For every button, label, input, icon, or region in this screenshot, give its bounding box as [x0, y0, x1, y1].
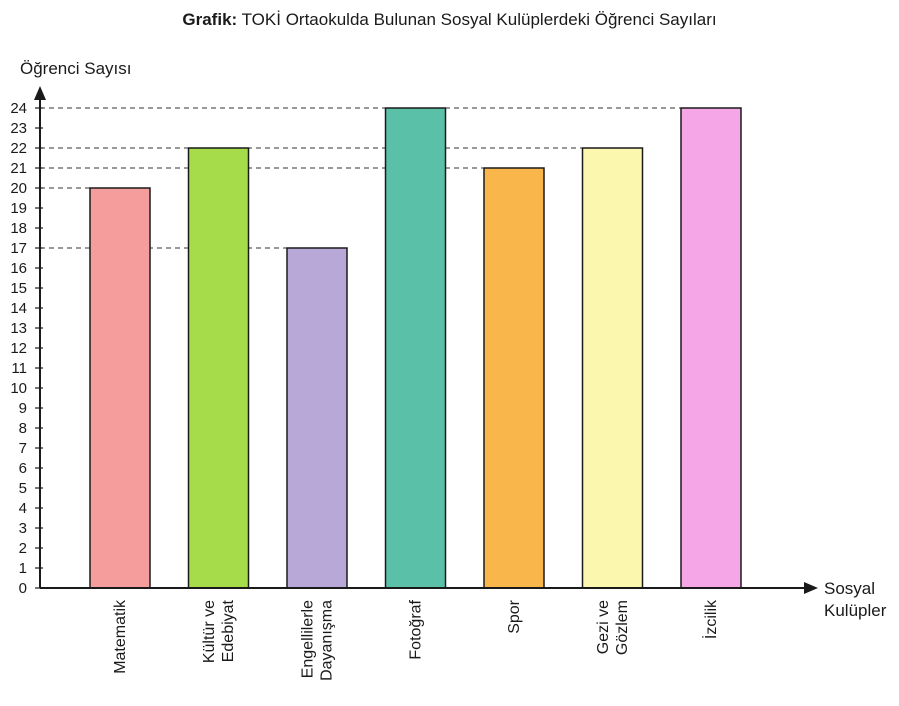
y-tick-label: 1: [19, 560, 27, 577]
y-tick-label: 21: [10, 160, 27, 177]
y-tick-label: 18: [10, 220, 27, 237]
chart-title: Grafik: TOKİ Ortaokulda Bulunan Sosyal K…: [0, 10, 899, 30]
x-axis-label: Sosyal: [824, 579, 875, 598]
category-label-line: Spor: [506, 599, 523, 633]
category-label-line: Fotoğraf: [408, 599, 425, 659]
bar: [483, 167, 545, 589]
category-label: Matematik: [112, 599, 129, 674]
y-tick-label: 11: [11, 360, 27, 377]
category-label-line: Kültür ve: [201, 600, 218, 663]
y-tick-label: 2: [19, 540, 27, 557]
y-tick-label: 24: [10, 100, 27, 117]
y-tick-label: 9: [19, 400, 27, 417]
bar: [680, 107, 742, 589]
category-label-line: Edebiyat: [220, 599, 237, 662]
y-tick-label: 4: [19, 500, 27, 517]
y-tick-label: 0: [19, 580, 27, 597]
chart-title-prefix: Grafik:: [182, 10, 238, 29]
category-label-line: İzcilik: [701, 599, 720, 639]
x-axis-label: Kulüpler: [824, 601, 887, 620]
category-label-line: Engellilerle: [300, 600, 317, 678]
bar: [581, 147, 644, 589]
y-tick-label: 5: [19, 480, 27, 497]
y-tick-label: 8: [19, 420, 27, 437]
y-tick-label: 16: [10, 260, 27, 277]
y-tick-label: 13: [10, 320, 27, 337]
category-label-line: Gezi ve: [595, 600, 612, 654]
category-label: Engellilerle Dayanışma: [300, 600, 336, 681]
y-tick-label: 22: [10, 140, 27, 157]
y-tick-label: 19: [10, 200, 27, 217]
y-tick-label: 15: [10, 280, 27, 297]
category-label-line: Gözlem: [614, 600, 631, 655]
bar: [89, 187, 151, 589]
y-tick-label: 17: [10, 240, 27, 257]
category-label: Fotoğraf: [408, 599, 425, 659]
x-axis-arrow: [804, 582, 818, 594]
category-label: İzcilik: [701, 599, 720, 639]
category-label: Spor: [506, 599, 523, 633]
y-tick-label: 20: [10, 180, 27, 197]
y-tick-label: 23: [10, 120, 27, 137]
category-label-line: Dayanışma: [319, 600, 336, 681]
y-tick-label: 12: [10, 340, 27, 357]
chart-title-text: TOKİ Ortaokulda Bulunan Sosyal Kulüplerd…: [241, 10, 717, 29]
y-tick-label: 7: [19, 440, 27, 457]
y-tick-label: 10: [10, 380, 27, 397]
category-label: Gezi ve Gözlem: [595, 600, 631, 655]
category-label: Kültür ve Edebiyat: [201, 599, 237, 663]
bar: [187, 147, 250, 589]
y-tick-label: 14: [10, 300, 27, 317]
bar: [384, 107, 447, 589]
y-tick-label: 3: [19, 520, 27, 537]
y-axis-label: Öğrenci Sayısı: [20, 59, 132, 78]
y-tick-label: 6: [19, 460, 27, 477]
category-label-line: Matematik: [112, 599, 129, 674]
y-axis-arrow: [34, 86, 46, 100]
bar: [286, 247, 348, 589]
